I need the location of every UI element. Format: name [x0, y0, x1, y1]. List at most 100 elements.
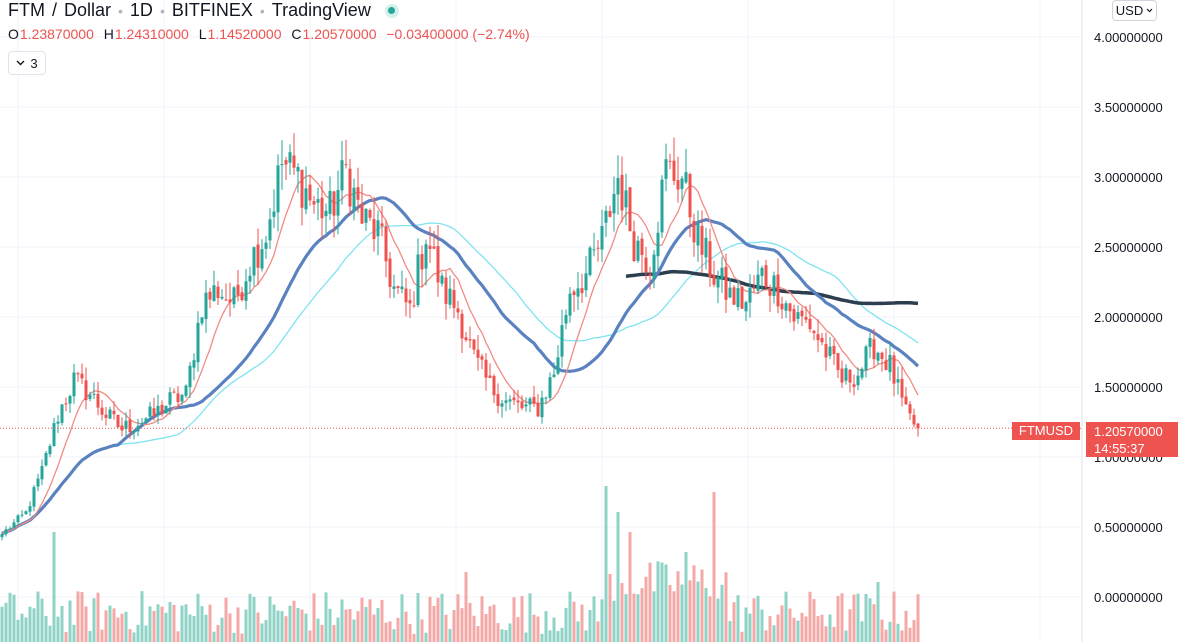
y-tick-label: 0.00000000 [1094, 590, 1163, 605]
candle-body [832, 345, 836, 355]
candle-body [152, 408, 156, 416]
volume-bar [228, 613, 232, 642]
candle-body [852, 384, 856, 387]
volume-bar [212, 631, 216, 642]
candle-body [688, 174, 692, 218]
volume-bar [640, 588, 644, 642]
ma-line-blue [1, 196, 920, 536]
volume-bar [404, 611, 408, 642]
volume-bar [648, 562, 652, 642]
candle-body [604, 210, 608, 223]
candle-body [496, 394, 500, 407]
candle-body [600, 226, 604, 250]
candle-body [100, 407, 104, 415]
candle-body [640, 238, 644, 256]
candle-body [368, 210, 372, 218]
volume-bar [60, 605, 64, 642]
volume-bar [384, 622, 388, 642]
candle-body [256, 244, 260, 268]
candle-body [764, 265, 768, 288]
volume-bar [764, 630, 768, 642]
candle-body [28, 506, 32, 512]
candle-body [788, 303, 792, 312]
volume-bar [332, 625, 336, 642]
volume-bar [852, 594, 856, 642]
candle-body [636, 240, 640, 261]
candle-body [692, 220, 696, 243]
volume-bar [864, 593, 868, 642]
market-status-icon[interactable] [384, 3, 399, 18]
volume-bar [200, 606, 204, 642]
candle-body [328, 191, 332, 214]
candle-body [280, 164, 284, 166]
price-axis[interactable]: 4.00000000 3.50000000 3.00000000 2.50000000… [1094, 30, 1163, 605]
volume-bar [292, 600, 296, 642]
volume-bar [732, 602, 736, 642]
volume-bar [712, 492, 716, 642]
candle-body [684, 172, 688, 183]
volume-bar [780, 605, 784, 642]
volume-bar [720, 584, 724, 642]
candle-body [704, 237, 708, 258]
y-tick-label: 2.50000000 [1094, 240, 1163, 255]
volume-bar [376, 608, 380, 642]
volume-bar [388, 621, 392, 642]
volume-bar [28, 606, 32, 642]
candle-body [856, 375, 860, 386]
candle-body [776, 274, 780, 307]
candle-body [148, 406, 152, 417]
symbol-name[interactable]: FTM [8, 0, 45, 20]
volume-bar [636, 594, 640, 642]
volume-bar [40, 598, 44, 642]
candle-body [580, 288, 584, 294]
volume-bar [468, 602, 472, 642]
indicators-count: 3 [30, 55, 38, 71]
candle-body [396, 286, 400, 288]
volume-bar [740, 631, 744, 642]
candle-body [904, 396, 908, 405]
volume-bar [492, 604, 496, 642]
candle-body [72, 372, 76, 397]
quote-name[interactable]: Dollar [64, 0, 112, 20]
candle-body [8, 528, 12, 530]
volume-bar [536, 616, 540, 642]
volume-bar [96, 592, 100, 642]
candle-body [344, 164, 348, 166]
volume-bar [348, 609, 352, 642]
volume-bar [856, 593, 860, 642]
volume-bar [756, 595, 760, 642]
interval-label[interactable]: 1D [129, 0, 153, 20]
volume-bar [312, 593, 316, 642]
candle-body [80, 373, 84, 379]
candle-body [700, 225, 704, 255]
candle-body [428, 245, 432, 249]
volume-bar [564, 607, 568, 642]
volume-bar [848, 609, 852, 642]
candle-body [612, 193, 616, 214]
volume-bar [488, 606, 492, 642]
candle-body [628, 187, 632, 232]
candle-body [740, 286, 744, 309]
change-value: −0.03400000 (−2.74%) [386, 26, 530, 42]
indicators-toggle-button[interactable]: 3 [8, 51, 46, 75]
candle-body [736, 288, 740, 308]
volume-bar [652, 591, 656, 642]
volume-bar [0, 606, 4, 642]
volume-bar [92, 598, 96, 642]
symbol-price-tag: FTMUSD [1012, 422, 1080, 440]
candle-body [568, 293, 572, 316]
candle-body [16, 515, 20, 523]
volume-bar [456, 594, 460, 642]
candle-body [380, 223, 384, 227]
volume-bar [588, 610, 592, 642]
candle-body [748, 287, 752, 303]
volume-bar [828, 614, 832, 642]
volume-bar [360, 597, 364, 642]
volume-bar [816, 616, 820, 642]
volume-bar [484, 614, 488, 642]
volume-bar [424, 632, 428, 642]
volume-bar [552, 617, 556, 642]
currency-selector[interactable]: USD [1112, 0, 1157, 21]
volume-bar [868, 598, 872, 642]
